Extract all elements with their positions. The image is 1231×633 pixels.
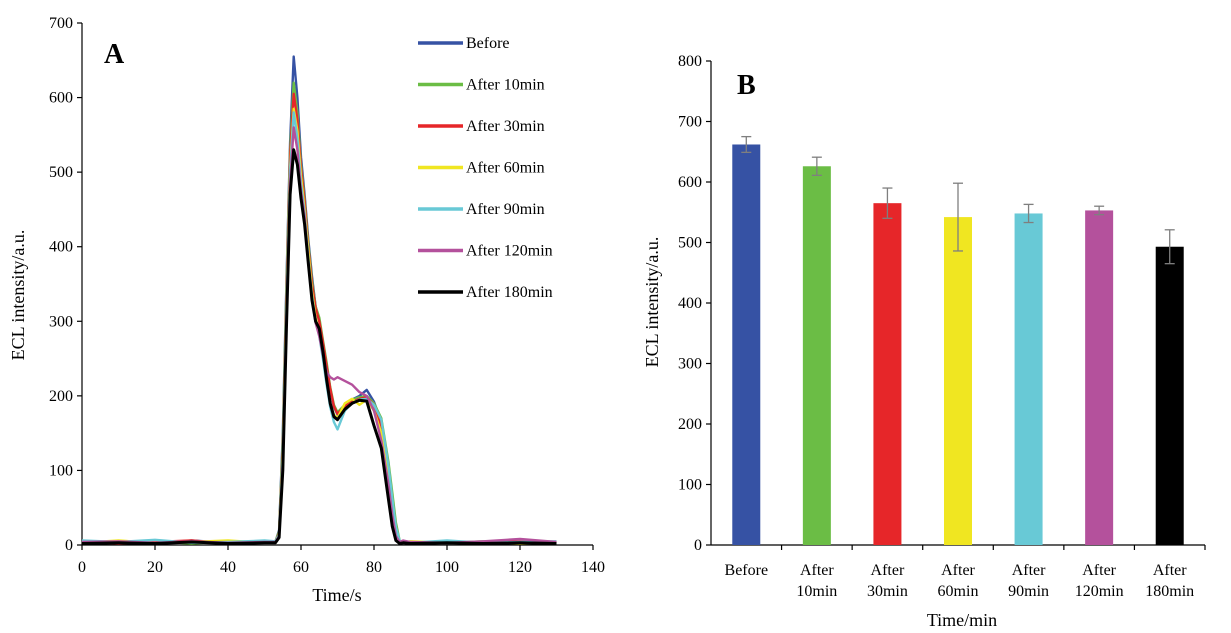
a-x-tick-label: 140 (581, 559, 605, 576)
a-y-tick-label: 100 (49, 462, 73, 479)
a-y-tick-label: 300 (49, 313, 73, 330)
b-category-label: After (1153, 562, 1187, 579)
b-category-label: After (1082, 562, 1116, 579)
b-y-tick-label: 100 (678, 477, 702, 494)
b-category-label: After (1012, 562, 1046, 579)
b-ylabel: ECL intensity/a.u. (642, 237, 662, 368)
b-y-tick-label: 800 (678, 53, 702, 70)
b-y-tick-label: 300 (678, 356, 702, 373)
a-ylabel: ECL intensity/a.u. (8, 230, 28, 361)
a-x-tick-label: 0 (78, 559, 86, 576)
a-legend-label: After 10min (466, 77, 545, 94)
b-bar-before (732, 144, 761, 546)
a-x-tick-label: 40 (220, 559, 236, 576)
panel-label-b: B (737, 70, 756, 101)
b-category-label: 60min (938, 583, 979, 600)
b-bar-after30 (873, 203, 902, 546)
b-bar-after60 (944, 217, 972, 545)
chart-a: A ECL intensity/a.u. Time/s 010020030040… (8, 15, 605, 605)
b-category-label: After (871, 562, 905, 579)
b-category-label: 120min (1075, 583, 1124, 600)
a-x-tick-label: 60 (293, 559, 309, 576)
a-x-tick-label: 100 (435, 559, 459, 576)
b-category-label: 180min (1145, 583, 1194, 600)
a-legend-label: After 30min (466, 118, 545, 135)
b-category-label: 10min (796, 583, 837, 600)
b-bar-after180 (1155, 246, 1184, 546)
a-y-tick-label: 200 (49, 388, 73, 405)
a-y-tick-label: 0 (65, 537, 73, 554)
a-y-tick-label: 400 (49, 239, 73, 256)
b-y-tick-label: 200 (678, 416, 702, 433)
a-legend-label: After 120min (466, 243, 553, 260)
b-category-label: After (941, 562, 975, 579)
a-xlabel: Time/s (312, 585, 361, 605)
b-category-label: 30min (867, 583, 908, 600)
b-xlabel: Time/min (927, 610, 997, 630)
chart-b: B ECL intensity/a.u. Time/min 0 100 200 300… (642, 53, 1206, 630)
a-legend-label: After 180min (466, 284, 553, 301)
a-y-tick-label: 500 (49, 164, 73, 181)
a-legend-label: Before (466, 35, 510, 52)
a-series-line-after10 (81, 81, 557, 545)
a-y-tick-label: 700 (49, 15, 73, 32)
b-bar-after10 (802, 166, 831, 545)
a-legend-label: After 90min (466, 201, 545, 218)
b-category-label: After (800, 562, 834, 579)
b-y-tick-label: 500 (678, 235, 702, 252)
a-x-tick-label: 20 (147, 559, 163, 576)
a-y-tick-label: 600 (49, 90, 73, 107)
a-x-tick-label: 120 (508, 559, 532, 576)
b-category-label: Before (725, 562, 769, 579)
a-legend-label: After 60min (466, 160, 545, 177)
b-y-tick-label: 700 (678, 114, 702, 131)
b-y-tick-label: 600 (678, 174, 702, 191)
b-y-tick-label: 400 (678, 295, 702, 312)
b-y-tick-label: 0 (694, 537, 702, 554)
b-bar-after90 (1014, 213, 1043, 545)
panel-label-a: A (104, 39, 125, 70)
a-x-tick-label: 80 (366, 559, 382, 576)
b-category-label: 90min (1008, 583, 1049, 600)
a-series-line-after180 (81, 148, 557, 545)
b-bar-after120 (1085, 210, 1114, 545)
